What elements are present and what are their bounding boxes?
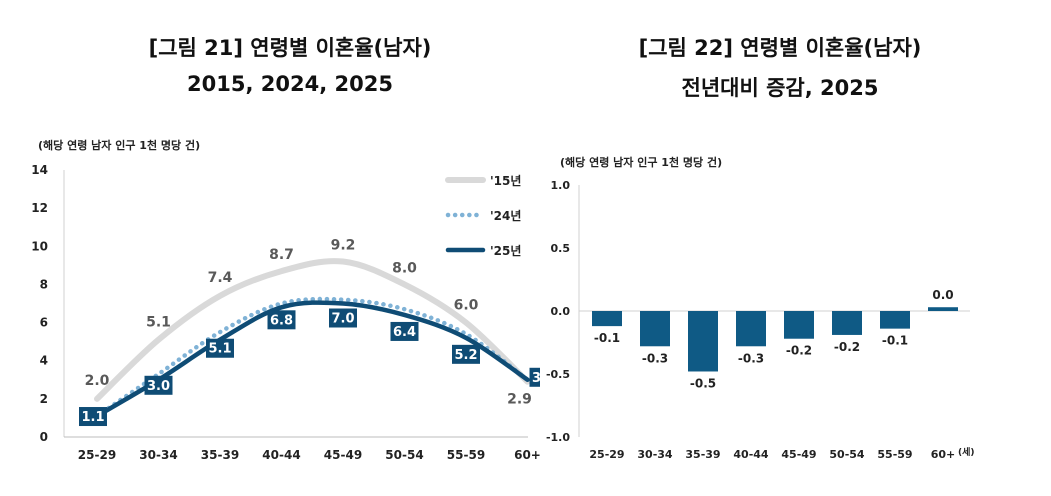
x-tick-label: 50-54 xyxy=(385,448,423,462)
bar-value-label: -0.5 xyxy=(690,376,716,390)
x-tick-label: 30-34 xyxy=(139,448,177,462)
left-chart-subtitle: 2015, 2024, 2025 xyxy=(187,72,393,96)
x-tick-label: 35-39 xyxy=(201,448,239,462)
bar-value-label: -0.1 xyxy=(882,334,908,348)
data-label-2015: 5.1 xyxy=(146,315,171,331)
data-label-2015: 2.9 xyxy=(507,392,532,408)
data-label-2025: 5.2 xyxy=(454,348,477,363)
x-tick-label: 25-29 xyxy=(78,448,116,462)
data-label-box-2025 xyxy=(79,407,107,427)
data-label-2025: 3.0 xyxy=(147,379,170,394)
y-tick-label: 10 xyxy=(31,239,48,253)
bar xyxy=(832,311,862,335)
legend-label-2025: '25년 xyxy=(490,244,521,258)
x-tick-label: 45-49 xyxy=(324,448,362,462)
data-label-box-2025 xyxy=(329,308,357,328)
bar-value-label: -0.1 xyxy=(594,331,620,345)
series-line-2015 xyxy=(94,258,531,402)
y-tick-label: 6 xyxy=(40,316,48,330)
data-label-box-2025 xyxy=(529,367,540,387)
y-tick-label: 14 xyxy=(31,163,48,177)
data-label-2025: 6.8 xyxy=(270,313,293,328)
bar-value-label: 0.0 xyxy=(932,288,953,302)
y-tick-label: 0.0 xyxy=(551,305,571,318)
y-tick-label: -0.5 xyxy=(546,368,570,381)
x-tick-label: 50-54 xyxy=(829,448,865,461)
y-tick-label: 0.5 xyxy=(551,242,571,255)
right-chart-title: [그림 22] 연령별 이혼율(남자) xyxy=(638,36,922,60)
data-label-2025: 3.0 xyxy=(532,371,540,386)
bar-value-label: -0.2 xyxy=(786,344,812,358)
data-label-2015: 9.2 xyxy=(331,238,356,254)
x-tick-label: 40-44 xyxy=(733,448,769,461)
x-tick-label: 40-44 xyxy=(262,448,300,462)
data-label-box-2025 xyxy=(452,344,480,364)
right-chart-unit-label: (해당 연령 남자 인구 1천 명당 건) xyxy=(560,156,723,169)
bar-value-label: -0.2 xyxy=(834,340,860,354)
y-tick-label: 12 xyxy=(31,201,48,215)
data-label-2015: 8.0 xyxy=(392,260,417,276)
y-tick-label: 0 xyxy=(40,430,48,444)
legend-label-2024: '24년 xyxy=(490,209,521,223)
y-tick-label: -1.0 xyxy=(546,431,570,444)
data-label-2015: 8.7 xyxy=(269,247,294,263)
bar xyxy=(736,311,766,347)
bar xyxy=(688,311,718,372)
series-line-2024 xyxy=(94,296,530,419)
x-tick-label: 55-59 xyxy=(447,448,485,462)
bar xyxy=(784,311,814,339)
x-tick-label: 35-39 xyxy=(685,448,720,461)
x-tick-label: 60+ xyxy=(514,448,540,462)
y-tick-label: 4 xyxy=(40,354,48,368)
bar xyxy=(640,311,670,347)
y-tick-label: 1.0 xyxy=(551,179,571,192)
bar xyxy=(880,311,910,329)
data-label-2015: 7.4 xyxy=(208,270,233,286)
left-chart-title: [그림 21] 연령별 이혼율(남자) xyxy=(148,36,432,60)
x-tick-label: 45-49 xyxy=(781,448,816,461)
legend-label-2015: '15년 xyxy=(490,174,521,188)
left-chart-unit-label: (해당 연령 남자 인구 1천 명당 건) xyxy=(38,139,201,152)
data-label-2015: 6.0 xyxy=(454,298,479,314)
bar-value-label: -0.3 xyxy=(738,351,764,365)
bar xyxy=(928,307,958,311)
x-tick-label: 30-34 xyxy=(637,448,673,461)
data-label-2025: 7.0 xyxy=(331,312,354,327)
line-chart: 0 2 4 6 8 10 12 14 25-29 30-34 35-39 40-44 45-49 50-5… xyxy=(31,163,540,462)
bar-value-label: -0.3 xyxy=(642,351,668,365)
x-tick-label: 55-59 xyxy=(877,448,912,461)
data-label-2015: 2.0 xyxy=(85,373,110,389)
y-tick-label: 2 xyxy=(40,392,48,406)
data-label-box-2025 xyxy=(267,310,296,330)
right-chart-subtitle: 전년대비 증감, 2025 xyxy=(681,76,879,100)
data-label-box-2025 xyxy=(144,375,173,395)
x-tick-label: 60+ xyxy=(931,448,956,461)
data-label-box-2025 xyxy=(206,338,234,358)
y-tick-label: 8 xyxy=(40,277,48,291)
x-unit-label: (세) xyxy=(958,446,975,458)
bar xyxy=(592,311,622,327)
data-label-2025: 5.1 xyxy=(208,342,231,357)
x-tick-label: 25-29 xyxy=(589,448,624,461)
data-label-box-2025 xyxy=(390,321,419,341)
data-label-2025: 1.1 xyxy=(81,410,104,425)
data-label-2025: 6.4 xyxy=(393,325,416,340)
